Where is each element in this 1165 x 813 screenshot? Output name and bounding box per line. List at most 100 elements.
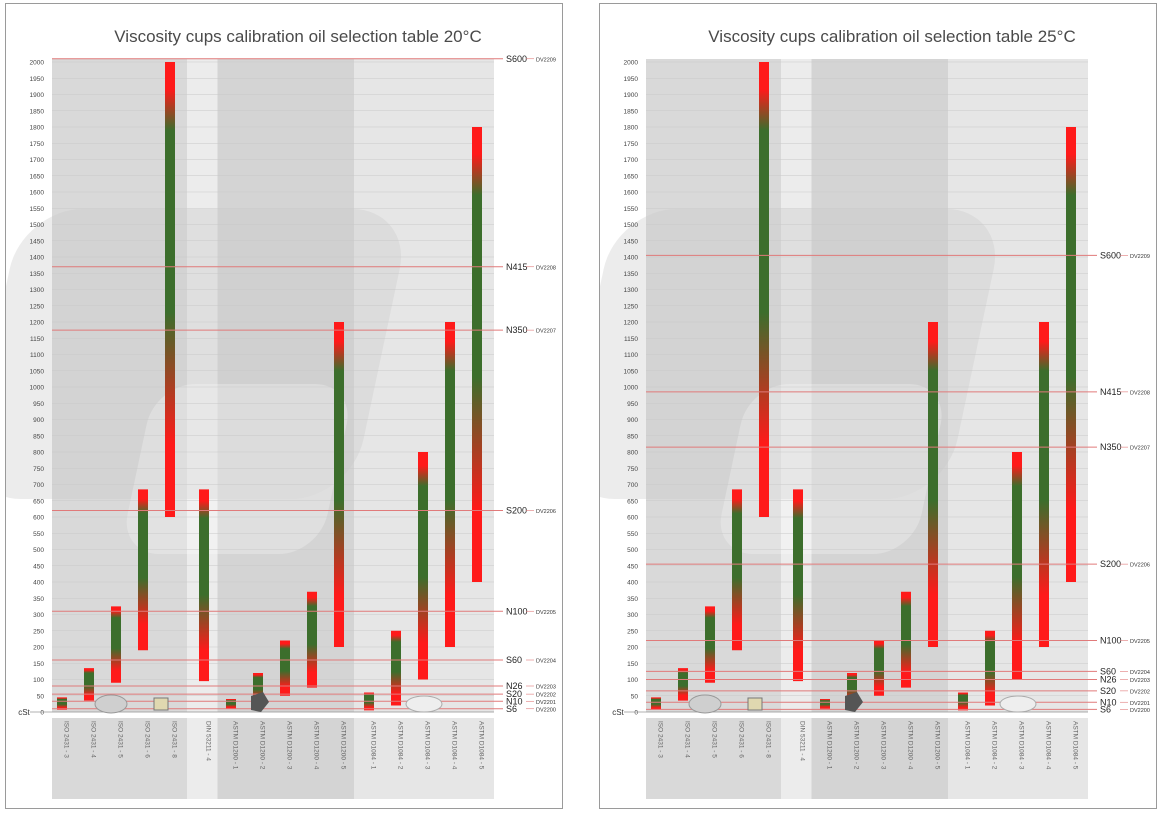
category-label: ASTM D1200 - 2 bbox=[259, 721, 266, 770]
category-label: ASTM D1200 - 4 bbox=[313, 721, 320, 770]
watermark-shape bbox=[0, 209, 402, 499]
category-label: ASTM D1200 - 1 bbox=[232, 721, 239, 770]
chart-panel-25c: Viscosity cups calibration oil selection… bbox=[566, 3, 1157, 809]
y-tick-label: 200 bbox=[627, 645, 638, 652]
bar bbox=[732, 489, 742, 651]
oil-label: N26 bbox=[1100, 675, 1117, 685]
oil-code: DV2207 bbox=[1130, 446, 1150, 452]
y-tick-label: 550 bbox=[33, 531, 44, 538]
y-tick-label: 500 bbox=[627, 547, 638, 554]
y-tick-label: 100 bbox=[627, 677, 638, 684]
bar bbox=[793, 489, 803, 682]
oil-code: DV2205 bbox=[536, 610, 556, 616]
y-tick-label: 1950 bbox=[30, 76, 45, 83]
oil-code: DV2208 bbox=[536, 265, 556, 271]
watermark-shape bbox=[566, 209, 996, 499]
category-label: DIN 53211 - 4 bbox=[205, 721, 212, 761]
bar bbox=[138, 489, 148, 651]
astm-d1084-cup-icon bbox=[405, 695, 443, 713]
chart-svg-25c: Viscosity cups calibration oil selection… bbox=[566, 27, 1150, 799]
oil-code: DV2203 bbox=[536, 685, 556, 691]
y-tick-label: 1050 bbox=[30, 368, 45, 375]
y-tick-label: 1000 bbox=[30, 385, 45, 392]
category-label: ASTM D1200 - 1 bbox=[826, 721, 833, 770]
y-tick-label: 600 bbox=[33, 515, 44, 522]
y-tick-label: 1600 bbox=[624, 190, 639, 197]
y-tick-label: 1400 bbox=[624, 255, 639, 262]
oil-code: DV2201 bbox=[536, 700, 556, 706]
y-tick-label: 1800 bbox=[624, 125, 639, 132]
y-tick-label: 1800 bbox=[30, 125, 45, 132]
y-tick-label: 250 bbox=[33, 628, 44, 635]
column-band bbox=[811, 59, 948, 712]
oil-label: S200 bbox=[1100, 559, 1121, 569]
y-tick-label: 1650 bbox=[624, 173, 639, 180]
oil-label: S6 bbox=[506, 704, 517, 714]
bar bbox=[199, 489, 209, 682]
oil-label: S20 bbox=[506, 689, 522, 699]
y-tick-label: 1700 bbox=[624, 157, 639, 164]
category-label: ASTM D1200 - 5 bbox=[934, 721, 941, 770]
y-tick-label: 1350 bbox=[624, 271, 639, 278]
y-tick-label: 1300 bbox=[624, 287, 639, 294]
category-label: DIN 53211 - 4 bbox=[799, 721, 806, 761]
iso-cup-icon bbox=[688, 694, 722, 714]
y-tick-label: 750 bbox=[33, 466, 44, 473]
y-tick-label: 800 bbox=[627, 450, 638, 457]
oil-code: DV2203 bbox=[1130, 678, 1150, 684]
y-tick-label: 200 bbox=[33, 645, 44, 652]
column-band bbox=[52, 59, 187, 712]
category-label: ISO 2431 - 6 bbox=[144, 721, 151, 758]
oil-label: S60 bbox=[1100, 666, 1116, 676]
y-tick-label: 250 bbox=[627, 628, 638, 635]
y-tick-label: 0 bbox=[634, 710, 638, 717]
oil-label: S600 bbox=[506, 54, 527, 64]
y-tick-label: 1450 bbox=[30, 238, 45, 245]
oil-code: DV2207 bbox=[536, 329, 556, 335]
oil-code: DV2200 bbox=[1130, 708, 1150, 714]
bar bbox=[418, 452, 428, 680]
y-tick-label: 1100 bbox=[624, 352, 638, 359]
y-tick-label: 1650 bbox=[30, 173, 45, 180]
y-tick-label: 50 bbox=[631, 693, 639, 700]
bar bbox=[928, 322, 938, 647]
oil-code: DV2202 bbox=[536, 693, 556, 699]
bar bbox=[472, 127, 482, 582]
y-tick-label: 950 bbox=[33, 401, 44, 408]
category-label: ASTM D1200 - 3 bbox=[286, 721, 293, 770]
category-label: ISO 2431 - 5 bbox=[117, 721, 124, 758]
y-tick-label: 1200 bbox=[624, 320, 639, 327]
oil-code: DV2204 bbox=[536, 659, 556, 665]
y-tick-label: 750 bbox=[627, 466, 638, 473]
category-label: ASTM D1084 - 5 bbox=[1072, 721, 1079, 770]
label-band bbox=[354, 718, 494, 799]
bar bbox=[253, 673, 263, 703]
astm-d1200-cup-icon bbox=[251, 692, 269, 712]
bar bbox=[1039, 322, 1049, 647]
bar bbox=[226, 699, 236, 709]
plot-area: 0 50 100 150 200 250 300 350 400 450 500 550 600 650 7… bbox=[0, 54, 556, 799]
y-tick-label: 100 bbox=[33, 677, 44, 684]
category-label: ISO 2431 - 8 bbox=[171, 721, 178, 758]
y-tick-label: 1000 bbox=[624, 385, 639, 392]
y-tick-label: 1100 bbox=[30, 352, 44, 359]
bar bbox=[958, 692, 968, 711]
bar bbox=[820, 699, 830, 709]
oil-label: S20 bbox=[1100, 686, 1116, 696]
bar bbox=[111, 606, 121, 683]
bar bbox=[759, 62, 769, 517]
bar bbox=[445, 322, 455, 647]
y-tick-label: 800 bbox=[33, 450, 44, 457]
category-label: ISO 2431 - 5 bbox=[711, 721, 718, 758]
bar bbox=[1012, 452, 1022, 680]
y-tick-label: 850 bbox=[33, 433, 44, 440]
bar bbox=[847, 673, 857, 703]
oil-label: S6 bbox=[1100, 704, 1111, 714]
y-tick-label: 1700 bbox=[30, 157, 45, 164]
y-tick-label: 0 bbox=[40, 710, 44, 717]
y-tick-label: 1550 bbox=[30, 206, 45, 213]
label-band bbox=[948, 718, 1088, 799]
category-label: ASTM D1200 - 5 bbox=[340, 721, 347, 770]
oil-label: S60 bbox=[506, 655, 522, 665]
oil-code: DV2204 bbox=[1130, 670, 1150, 676]
